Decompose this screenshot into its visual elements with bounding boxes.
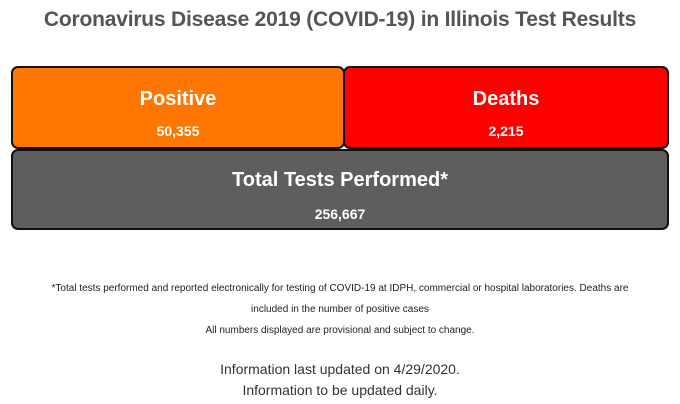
footnote-line-2: included in the number of positive cases [251, 304, 429, 315]
positive-card: Positive 50,355 [11, 66, 345, 149]
total-tests-value: 256,667 [314, 206, 366, 222]
deaths-card: Deaths 2,215 [343, 66, 669, 149]
update-frequency-text: Information to be updated daily. [242, 382, 438, 398]
deaths-value: 2,215 [488, 123, 524, 139]
positive-value: 50,355 [156, 123, 200, 139]
total-tests-label: Total Tests Performed* [232, 169, 448, 191]
page-title: Coronavirus Disease 2019 (COVID-19) in I… [43, 8, 637, 31]
total-tests-card: Total Tests Performed* 256,667 [11, 149, 669, 230]
footnote-line-3: All numbers displayed are provisional an… [205, 325, 475, 336]
deaths-label: Deaths [472, 88, 540, 110]
footnote-line-1: *Total tests performed and reported elec… [51, 283, 629, 294]
positive-label: Positive [139, 88, 217, 110]
last-updated-text: Information last updated on 4/29/2020. [220, 361, 460, 377]
